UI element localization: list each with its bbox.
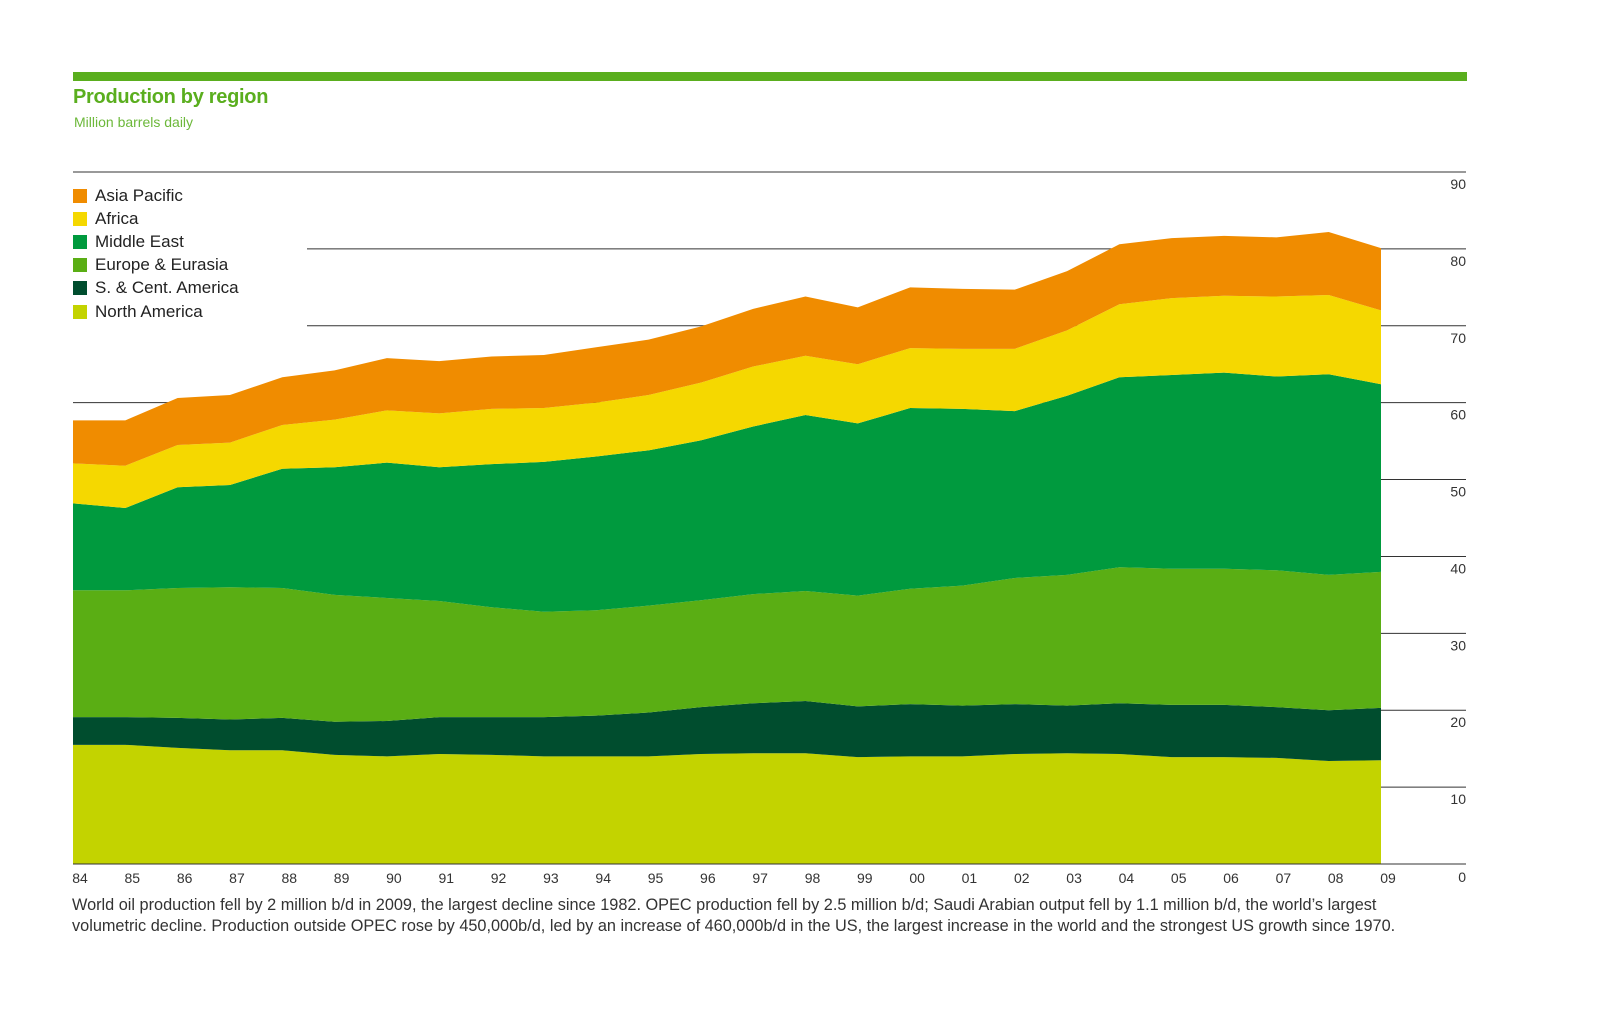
- x-tick-label: 08: [1328, 870, 1344, 886]
- chart-title: Production by region: [73, 86, 269, 108]
- legend-item: Europe & Eurasia: [73, 254, 239, 277]
- area-middle-east: [73, 372, 1381, 612]
- x-tick-label: 97: [752, 870, 768, 886]
- chart-caption: World oil production fell by 2 million b…: [72, 896, 1396, 935]
- x-tick-label: 01: [962, 870, 978, 886]
- x-tick-label: 86: [177, 870, 193, 886]
- x-tick-label: 84: [72, 870, 88, 886]
- area-s-cent-america: [73, 700, 1381, 761]
- y-tick-label: 60: [1450, 407, 1466, 423]
- y-tick-label: 10: [1450, 791, 1466, 807]
- legend-item: Middle East: [73, 230, 239, 253]
- x-tick-label: 98: [805, 870, 821, 886]
- x-tick-label: 07: [1276, 870, 1292, 886]
- legend-label: Europe & Eurasia: [95, 255, 229, 275]
- y-tick-label: 80: [1450, 253, 1466, 269]
- legend-label: Asia Pacific: [95, 185, 183, 205]
- x-tick-label: 93: [543, 870, 559, 886]
- legend-swatch: [73, 258, 87, 273]
- legend-item: S. & Cent. America: [73, 277, 239, 300]
- legend-label: North America: [95, 301, 203, 321]
- x-tick-label: 91: [438, 870, 454, 886]
- y-tick-label: 40: [1450, 560, 1466, 576]
- legend-swatch: [73, 211, 87, 226]
- x-tick-label: 96: [700, 870, 716, 886]
- x-tick-label: 94: [595, 870, 611, 886]
- x-tick-label: 06: [1223, 870, 1239, 886]
- header-rule: [73, 72, 1467, 81]
- x-tick-label: 89: [334, 870, 350, 886]
- y-tick-label: 70: [1450, 330, 1466, 346]
- y-tick-label: 50: [1450, 484, 1466, 500]
- legend-item: Asia Pacific: [73, 184, 239, 207]
- legend-item: Africa: [73, 207, 239, 230]
- legend-swatch: [73, 304, 87, 319]
- chart-subtitle: Million barrels daily: [74, 114, 194, 130]
- y-tick-label: 20: [1450, 714, 1466, 730]
- x-tick-label: 00: [909, 870, 925, 886]
- x-tick-label: 09: [1380, 870, 1396, 886]
- x-tick-label: 87: [229, 870, 245, 886]
- y-tick-label: 0: [1458, 869, 1466, 885]
- x-tick-label: 95: [648, 870, 664, 886]
- legend-label: Africa: [95, 208, 139, 228]
- x-tick-label: 04: [1119, 870, 1135, 886]
- legend-label: S. & Cent. America: [95, 278, 239, 298]
- area-europe-eurasia: [73, 567, 1381, 722]
- area-asia-pacific: [73, 231, 1381, 466]
- legend: Asia Pacific Africa Middle East Europe & Eu…: [73, 184, 239, 323]
- x-tick-label: 90: [386, 870, 402, 886]
- legend-swatch: [73, 234, 87, 249]
- legend-swatch: [73, 281, 87, 296]
- legend-item: North America: [73, 300, 239, 323]
- x-tick-label: 02: [1014, 870, 1030, 886]
- x-tick-label: 88: [281, 870, 297, 886]
- legend-swatch: [73, 188, 87, 203]
- y-tick-label: 90: [1450, 176, 1466, 192]
- y-tick-label: 30: [1450, 637, 1466, 653]
- x-tick-label: 03: [1066, 870, 1082, 886]
- area-africa: [73, 295, 1381, 509]
- x-tick-label: 85: [125, 870, 141, 886]
- x-tick-label: 92: [491, 870, 507, 886]
- x-tick-label: 05: [1171, 870, 1187, 886]
- x-tick-label: 99: [857, 870, 873, 886]
- area-north-america: [73, 744, 1381, 864]
- legend-label: Middle East: [95, 231, 184, 251]
